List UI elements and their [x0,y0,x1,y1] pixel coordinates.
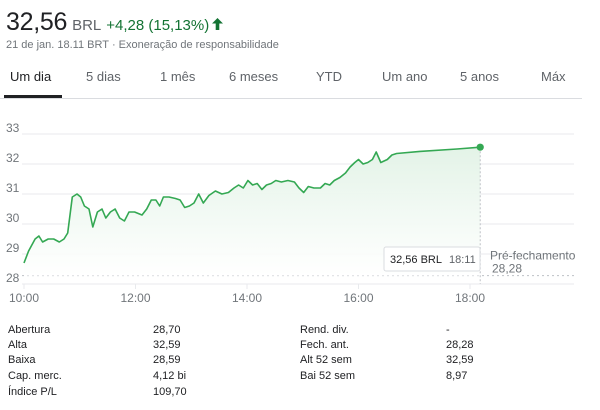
y-tick-label: 32 [6,151,20,165]
tooltip-box [383,246,481,272]
x-tick-label: 10:00 [9,291,39,305]
stat-value: - [446,324,450,336]
stat-value: 8,97 [446,370,468,382]
stat-label: Baixa [8,354,36,366]
disclaimer-link[interactable]: Exoneração de responsabilidade [118,39,279,51]
stat-label: Cap. merc. [8,370,62,382]
currency-label: BRL [72,17,102,34]
tab-max[interactable]: Máx [541,69,566,84]
active-tab-indicator [4,95,62,98]
y-tick-label: 30 [6,211,20,225]
y-tick-label: 33 [6,121,20,135]
quote-subline: 21 de jan. 18.11 BRT · Exoneração de respo… [6,39,279,51]
tooltip-time: 18:11 [449,254,476,266]
price-line [23,146,481,264]
stat-value: 109,70 [153,386,187,398]
current-price: 32,56 [6,8,68,36]
stat-label: Índice P/L [8,386,57,398]
price-header: 32,56 BRL +4,28 (15,13%) [6,8,224,37]
tab-ytd[interactable]: YTD [316,69,342,84]
stat-label: Rend. div. [300,324,349,336]
tooltip-price: 32,56 BRL [390,254,442,266]
stat-value: 4,12 bi [153,370,187,382]
arrow-up-icon [212,17,224,35]
separator: · [111,39,116,51]
price-tooltip: 32,56 BRL 18:11 [383,246,481,272]
tab-5-dias[interactable]: 5 dias [86,69,121,84]
stat-value: 28,70 [153,324,181,336]
reference-value: 28,28 [492,262,522,276]
reference-label: Pré-fechamento [490,249,576,263]
stat-label: Alta [8,339,27,351]
tab-5-anos[interactable]: 5 anos [460,69,500,84]
price-change: +4,28 (15,13%) [106,17,210,34]
x-tick-label: 18:00 [455,291,485,305]
quote-timestamp: 21 de jan. 18.11 BRT [6,39,109,51]
stat-label: Bai 52 sem [300,370,356,382]
y-tick-label: 28 [6,271,20,285]
x-tick-label: 14:00 [232,291,262,305]
stat-label: Alt 52 sem [300,354,352,366]
x-tick-label: 16:00 [343,291,373,305]
stat-value: 32,59 [446,354,474,366]
tab-6-meses[interactable]: 6 meses [229,69,279,84]
last-price-dot [476,143,484,151]
stat-value: 32,59 [153,339,181,351]
stat-label: Abertura [8,324,51,336]
stat-value: 28,59 [153,354,181,366]
stat-label: Fech. ant. [300,339,349,351]
area-fill [24,147,481,276]
y-tick-label: 31 [6,181,20,195]
price-chart[interactable]: 33 32 31 30 29 28 10:00 12:00 14:00 16:00 18:00 Pré… [0,98,600,310]
tab-um-ano[interactable]: Um ano [382,69,428,84]
tab-1-mes[interactable]: 1 mês [160,69,196,84]
x-tick-label: 12:00 [120,291,150,305]
stat-value: 28,28 [446,339,474,351]
range-tabs: Um dia 5 dias 1 mês 6 meses YTD Um ano 5… [0,62,582,99]
tab-um-dia[interactable]: Um dia [10,69,52,84]
y-tick-label: 29 [6,241,20,255]
